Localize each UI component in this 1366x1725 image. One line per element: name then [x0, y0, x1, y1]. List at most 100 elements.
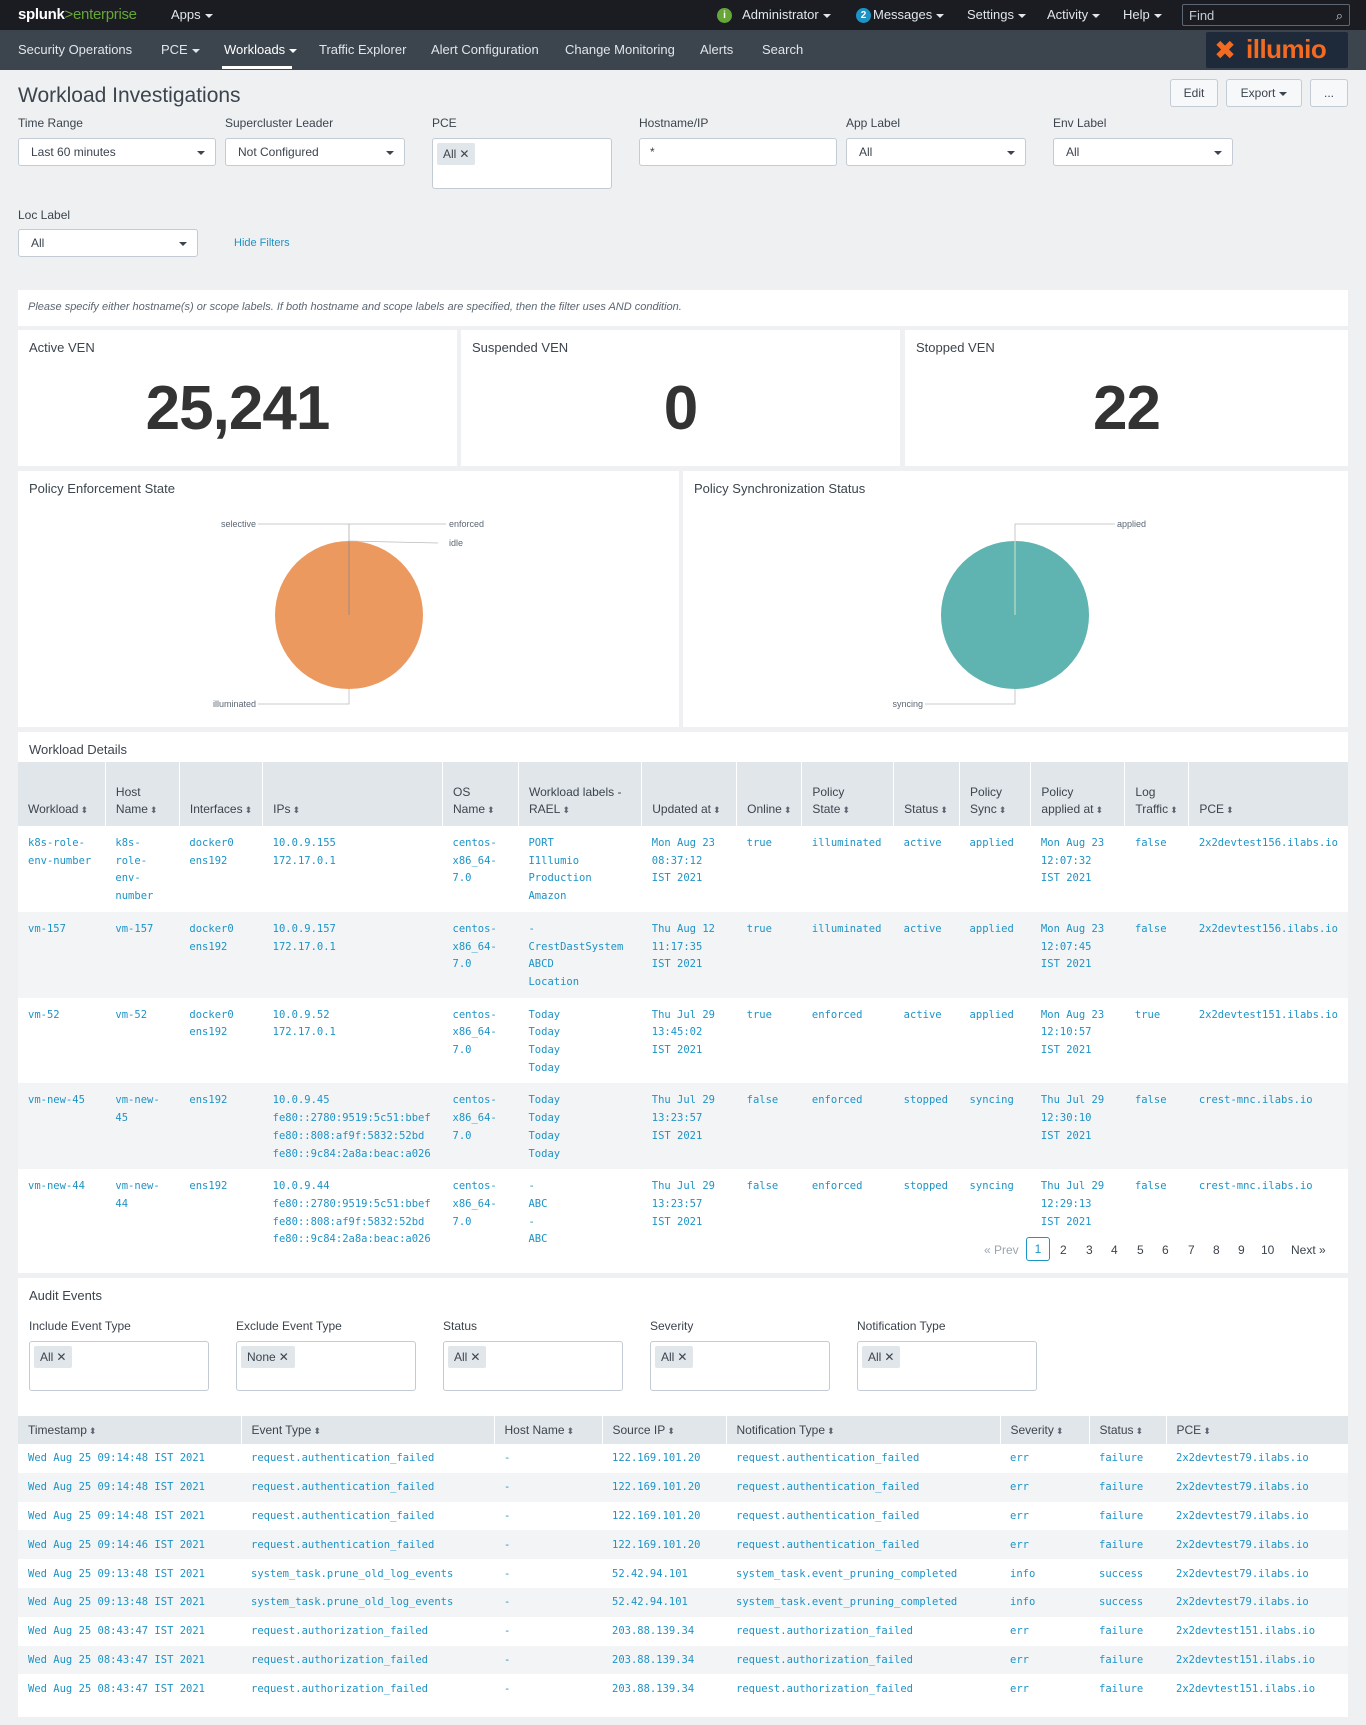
audit-col-header[interactable]: Notification Type ⬍: [725, 1416, 1000, 1444]
table-cell[interactable]: 203.88.139.34: [612, 1682, 695, 1695]
table-row[interactable]: Wed Aug 25 09:14:48 IST 2021 request.auth…: [18, 1502, 1348, 1531]
table-cell[interactable]: success: [1099, 1567, 1144, 1580]
table-cell[interactable]: err: [1000, 1645, 1089, 1675]
table-row[interactable]: Wed Aug 25 08:43:47 IST 2021 request.auth…: [18, 1674, 1348, 1703]
table-cell[interactable]: syncing: [969, 1180, 1014, 1193]
table-cell[interactable]: active: [903, 1008, 942, 1021]
table-cell[interactable]: vm-new-45: [18, 1083, 106, 1170]
table-cell[interactable]: 2x2devtest156.ilabs.io: [1188, 911, 1348, 998]
table-cell[interactable]: active: [893, 911, 960, 998]
remove-chip-icon[interactable]: ✕: [470, 1350, 481, 1364]
table-cell[interactable]: err: [1000, 1472, 1089, 1502]
sort-icon[interactable]: ⬍: [667, 1426, 675, 1436]
settings-menu[interactable]: Settings: [967, 7, 1026, 22]
table-cell[interactable]: enforced: [811, 1180, 863, 1193]
sort-icon[interactable]: ⬍: [562, 805, 570, 815]
table-cell[interactable]: request.authorization_failed: [726, 1645, 1000, 1675]
hostname-input[interactable]: *: [639, 138, 837, 166]
table-cell[interactable]: Wed Aug 25 09:13:48 IST 2021: [18, 1587, 241, 1617]
table-cell[interactable]: Mon Aug 23 12:10:57 IST 2021: [1040, 1008, 1105, 1057]
table-cell[interactable]: err: [1010, 1682, 1029, 1695]
table-cell[interactable]: 10.0.9.45 fe80::2780:9519:5c51:bbef fe80…: [262, 1083, 443, 1170]
table-cell[interactable]: system_task.prune_old_log_events: [241, 1587, 494, 1617]
pager-page[interactable]: 9: [1238, 1243, 1245, 1257]
sort-icon[interactable]: ⬍: [842, 805, 850, 815]
table-cell[interactable]: Wed Aug 25 08:43:47 IST 2021: [28, 1625, 206, 1638]
export-button[interactable]: Export: [1226, 79, 1302, 107]
table-cell[interactable]: 122.169.101.20: [602, 1472, 726, 1502]
table-cell[interactable]: err: [1000, 1530, 1089, 1560]
table-cell[interactable]: enforced: [801, 1083, 894, 1170]
table-row[interactable]: k8s-role- env-number k8s- role- env- numb…: [18, 826, 1348, 912]
workload-col-header[interactable]: Workload ⬍: [18, 762, 106, 826]
table-cell[interactable]: info: [1010, 1567, 1036, 1580]
audit-col-header[interactable]: PCE ⬍: [1165, 1416, 1348, 1444]
table-cell[interactable]: request.authentication_failed: [726, 1530, 1000, 1560]
table-row[interactable]: vm-new-44 vm-new- 44 ens192 10.0.9.44 fe80:…: [18, 1169, 1348, 1255]
pager-page[interactable]: 4: [1111, 1243, 1118, 1257]
table-cell[interactable]: 2x2devtest79.ilabs.io: [1166, 1587, 1348, 1617]
table-cell[interactable]: vm-157: [18, 911, 106, 998]
workload-col-header[interactable]: IPs ⬍: [262, 762, 443, 826]
table-cell[interactable]: true: [746, 1008, 772, 1021]
env-label-dropdown[interactable]: All: [1053, 138, 1233, 166]
table-cell[interactable]: 2x2devtest79.ilabs.io: [1176, 1452, 1309, 1465]
app-label-dropdown[interactable]: All: [846, 138, 1026, 166]
table-cell[interactable]: 2x2devtest79.ilabs.io: [1176, 1567, 1309, 1580]
table-cell[interactable]: Wed Aug 25 09:14:48 IST 2021: [28, 1452, 206, 1465]
table-cell[interactable]: vm-157: [105, 911, 180, 998]
workload-col-header[interactable]: Log Traffic ⬍: [1124, 762, 1189, 826]
table-row[interactable]: Wed Aug 25 09:13:48 IST 2021 system_task.…: [18, 1559, 1348, 1588]
table-cell[interactable]: false: [746, 1180, 779, 1193]
pager-page[interactable]: 7: [1188, 1243, 1195, 1257]
table-cell[interactable]: applied: [969, 837, 1014, 849]
table-cell[interactable]: failure: [1099, 1509, 1144, 1522]
nav-pce[interactable]: PCE: [161, 42, 200, 57]
table-cell[interactable]: Thu Jul 29 13:23:57 IST 2021: [641, 1083, 737, 1170]
table-cell[interactable]: 2x2devtest151.ilabs.io: [1176, 1682, 1316, 1695]
table-cell[interactable]: -: [504, 1509, 511, 1522]
table-cell[interactable]: Wed Aug 25 09:14:48 IST 2021: [28, 1509, 206, 1522]
table-cell[interactable]: -: [494, 1645, 602, 1675]
table-row[interactable]: Wed Aug 25 08:43:47 IST 2021 request.auth…: [18, 1617, 1348, 1646]
table-cell[interactable]: docker0 ens192: [179, 911, 263, 998]
table-cell[interactable]: Mon Aug 23 12:07:32 IST 2021: [1040, 837, 1105, 885]
nav-traffic-explorer[interactable]: Traffic Explorer: [319, 42, 407, 57]
table-cell[interactable]: false: [1134, 837, 1167, 849]
table-cell[interactable]: Wed Aug 25 08:43:47 IST 2021: [18, 1645, 241, 1675]
time-range-dropdown[interactable]: Last 60 minutes: [18, 138, 216, 166]
table-cell[interactable]: Mon Aug 23 08:37:12 IST 2021: [651, 837, 715, 885]
sort-icon[interactable]: ⬍: [88, 1426, 97, 1436]
audit-col-header[interactable]: Event Type ⬍: [240, 1416, 494, 1444]
table-cell[interactable]: docker0 ens192: [189, 1008, 234, 1039]
table-cell[interactable]: ens192: [179, 1083, 263, 1170]
sort-icon[interactable]: ⬍: [566, 1426, 575, 1436]
table-cell[interactable]: request.authentication_failed: [726, 1472, 1000, 1502]
edit-button[interactable]: Edit: [1170, 79, 1218, 107]
more-actions-button[interactable]: ...: [1310, 79, 1348, 107]
table-cell[interactable]: vm-new- 44: [115, 1180, 160, 1210]
notification-type-select[interactable]: All ✕: [857, 1341, 1037, 1391]
table-row[interactable]: Wed Aug 25 08:43:47 IST 2021 request.auth…: [18, 1645, 1348, 1675]
table-cell[interactable]: 10.0.9.155 172.17.0.1: [272, 837, 336, 867]
table-cell[interactable]: centos- x86_64- 7.0: [442, 911, 519, 998]
table-cell[interactable]: -: [504, 1452, 511, 1465]
table-cell[interactable]: centos- x86_64- 7.0: [442, 1083, 519, 1170]
sort-icon[interactable]: ⬍: [1170, 805, 1178, 815]
table-cell[interactable]: 52.42.94.101: [602, 1587, 726, 1617]
table-cell[interactable]: false: [1124, 911, 1189, 998]
table-cell[interactable]: enforced: [811, 1008, 863, 1021]
pager-page[interactable]: 8: [1213, 1243, 1220, 1257]
table-cell[interactable]: Thu Aug 12 11:17:35 IST 2021: [641, 911, 737, 998]
table-cell[interactable]: Wed Aug 25 08:43:47 IST 2021: [28, 1682, 206, 1695]
table-cell[interactable]: -: [504, 1682, 511, 1695]
table-cell[interactable]: 203.88.139.34: [612, 1625, 695, 1638]
workload-col-header[interactable]: Host Name ⬍: [104, 762, 180, 826]
workload-col-header[interactable]: Online ⬍: [736, 762, 802, 826]
table-cell[interactable]: system_task.prune_old_log_events: [251, 1567, 454, 1580]
table-cell[interactable]: PORT I1llumio Production Amazon: [528, 837, 592, 903]
workload-col-header[interactable]: Policy Sync ⬍: [959, 762, 1031, 826]
table-cell[interactable]: -: [494, 1530, 602, 1560]
table-cell[interactable]: Thu Jul 29 12:29:13 IST 2021: [1040, 1180, 1105, 1228]
table-cell[interactable]: - ABC - ABC: [528, 1180, 548, 1246]
